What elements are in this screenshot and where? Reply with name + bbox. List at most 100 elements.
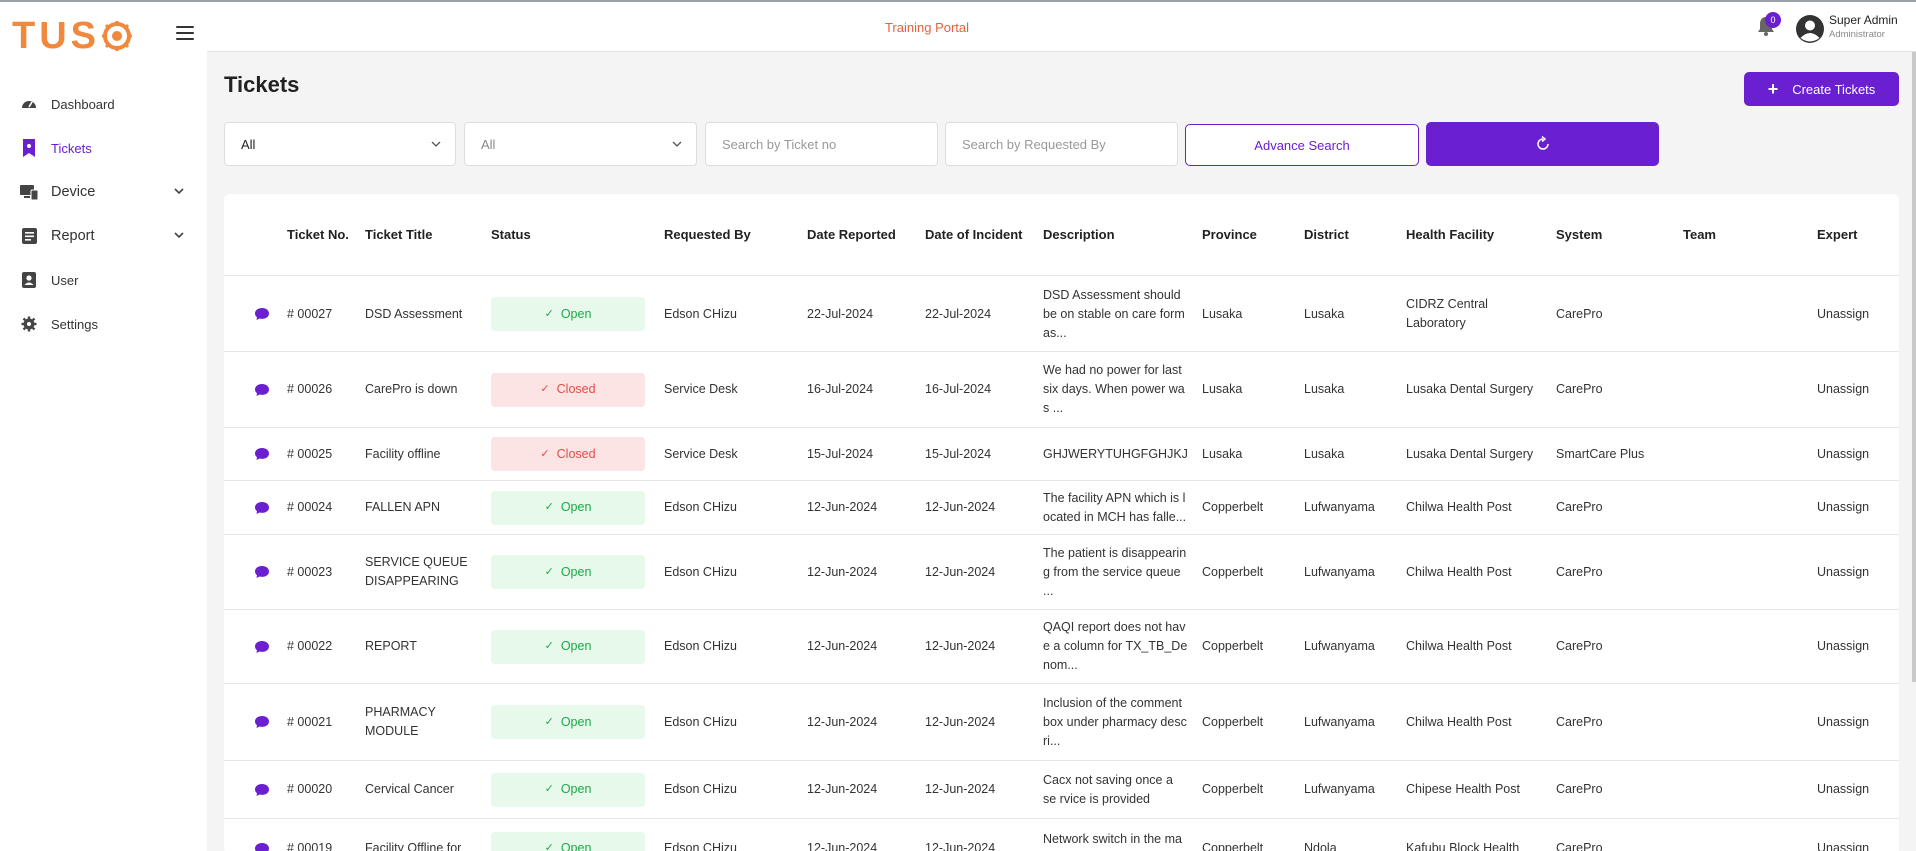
chat-icon[interactable] (254, 782, 270, 798)
table-row[interactable]: # 00021 PHARMACY MODULE ✓ Open Edson CHizu 12… (224, 684, 1899, 761)
chat-icon[interactable] (254, 306, 270, 322)
date-reported-cell: 12-Jun-2024 (807, 481, 917, 534)
sidebar-item-settings[interactable]: Settings (0, 302, 207, 346)
expert-cell-text: Unassign (1817, 500, 1870, 514)
refresh-button[interactable] (1426, 122, 1659, 166)
sidebar-item-user[interactable]: User (0, 258, 207, 302)
date-incident-cell-text: 12-Jun-2024 (925, 841, 996, 851)
table-row[interactable]: # 00022 REPORT ✓ Open Edson CHizu 12-Jun-2024… (224, 610, 1899, 684)
page-title: Tickets (224, 72, 300, 97)
sidebar-item-report[interactable]: Report (0, 214, 207, 258)
date-reported-cell: 15-Jul-2024 (807, 428, 917, 480)
sidebar-item-label: Device (51, 184, 96, 200)
notification-badge: 0 (1765, 12, 1781, 28)
ticket-no-cell-text: # 00019 (287, 841, 333, 851)
expert-cell: Unassign (1817, 428, 1897, 480)
table-row[interactable]: # 00027 DSD Assessment ✓ Open Edson CHizu 22-… (224, 277, 1899, 352)
district-cell: Lufwanyama (1304, 684, 1399, 760)
advance-search-button[interactable]: Advance Search (1185, 124, 1419, 166)
table-row[interactable]: # 00025 Facility offline ✓ Closed Service De… (224, 428, 1899, 481)
chevron-down-icon[interactable] (173, 229, 185, 241)
district-cell-text: Lufwanyama (1304, 564, 1375, 579)
status-label: Open (560, 306, 592, 321)
column-header: Ticket Title (365, 227, 433, 242)
system-cell: SmartCare Plus (1556, 428, 1676, 480)
portal-title: Training Portal (884, 20, 970, 35)
health-facility-cell-text: Chilwa Health Post (1406, 500, 1512, 514)
device-icon (20, 183, 38, 201)
status-filter-select[interactable]: All (224, 122, 456, 166)
ticket-no-cell-text: # 00021 (287, 714, 333, 729)
table-row[interactable]: # 00019 Facility Offline for ✓ Open Edson CH… (224, 819, 1899, 851)
column-header: Health Facility (1406, 227, 1495, 242)
category-filter-select[interactable]: All (464, 122, 697, 166)
status-cell: ✓ Open (491, 761, 651, 818)
sidebar-item-label: User (51, 272, 79, 288)
team-cell (1683, 428, 1808, 480)
health-facility-cell-text: Chilwa Health Post (1406, 639, 1512, 653)
chat-icon[interactable] (254, 382, 270, 398)
date-incident-cell: 12-Jun-2024 (925, 684, 1035, 760)
system-cell: CarePro (1556, 819, 1676, 851)
chat-icon[interactable] (254, 639, 270, 655)
system-cell-text: CarePro (1556, 382, 1603, 396)
description-cell-text: Inclusion of the comment box under pharm… (1043, 695, 1187, 748)
health-facility-cell-text: Chilwa Health Post (1406, 564, 1512, 579)
sidebar-item-dashboard[interactable]: Dashboard (0, 82, 207, 126)
logo-text: TUS (12, 15, 100, 57)
logo[interactable]: TUS (12, 16, 132, 56)
table-row[interactable]: # 00020 Cervical Cancer ✓ Open Edson CHizu 12… (224, 761, 1899, 819)
ticket-no-search-input[interactable]: Search by Ticket no (705, 122, 938, 166)
ticket-title-cell-text: Facility Offline for (365, 841, 462, 851)
status-label: Open (560, 782, 592, 796)
ticket-title-cell: Facility Offline for (365, 819, 485, 851)
chat-icon[interactable] (254, 841, 270, 851)
avatar[interactable] (1795, 14, 1825, 44)
requested-by-cell: Edson CHizu (664, 684, 799, 760)
plus-icon: + (1767, 79, 1779, 99)
district-cell: Lufwanyama (1304, 761, 1399, 818)
sidebar-item-tickets[interactable]: Tickets (0, 126, 207, 170)
table-row[interactable]: # 00024 FALLEN APN ✓ Open Edson CHizu 12-Jun-… (224, 481, 1899, 535)
sidebar-nav: Dashboard Tickets Device Report (0, 82, 207, 346)
date-reported-cell-text: 16-Jul-2024 (807, 382, 874, 396)
hamburger-menu-icon[interactable] (176, 26, 194, 40)
status-label: Closed (556, 382, 596, 396)
status-badge: ✓ Open (491, 490, 645, 525)
chat-icon[interactable] (254, 714, 270, 730)
date-reported-cell: 12-Jun-2024 (807, 535, 917, 609)
status-badge: ✓ Open (491, 705, 645, 739)
page-scrollbar[interactable] (1912, 52, 1916, 682)
description-cell: GHJWERYTUHGFGHJKJ (1043, 428, 1188, 480)
chat-icon[interactable] (254, 564, 270, 580)
description-cell: The patient is disappearin g from the se… (1043, 535, 1188, 609)
system-cell-text: CarePro (1556, 639, 1603, 653)
health-facility-cell-text: Lusaka Dental Surgery (1406, 446, 1534, 461)
district-cell-text: Lufwanyama (1304, 782, 1375, 796)
chevron-down-icon[interactable] (173, 185, 185, 197)
requested-by-cell-text: Edson CHizu (664, 639, 737, 653)
date-reported-cell: 22-Jul-2024 (807, 277, 917, 351)
province-cell-text: Lusaka (1202, 306, 1243, 321)
sidebar-item-device[interactable]: Device (0, 170, 207, 214)
table-row[interactable]: # 00023 SERVICE QUEUE DISAPPEARING ✓ Open Ed… (224, 535, 1899, 610)
chat-icon[interactable] (254, 446, 270, 462)
chat-icon[interactable] (254, 500, 270, 516)
ticket-title-cell: DSD Assessment (365, 277, 485, 351)
system-cell: CarePro (1556, 684, 1676, 760)
ticket-title-cell: PHARMACY MODULE (365, 684, 485, 760)
requested-by-search-input[interactable]: Search by Requested By (945, 122, 1178, 166)
ticket-no-cell: # 00025 (287, 428, 357, 480)
province-cell-text: Copperbelt (1202, 564, 1264, 579)
ticket-no-cell: # 00024 (287, 481, 357, 534)
description-cell: We had no power for last six days. When … (1043, 352, 1188, 427)
requested-by-cell-text: Edson CHizu (664, 564, 737, 579)
expert-cell-text: Unassign (1817, 639, 1870, 653)
ticket-title-cell-text: Facility offline (365, 446, 441, 461)
create-tickets-button[interactable]: + Create Tickets (1744, 72, 1899, 106)
health-facility-cell: Lusaka Dental Surgery (1406, 352, 1546, 427)
expert-cell: Unassign (1817, 277, 1897, 351)
date-reported-cell-text: 12-Jun-2024 (807, 841, 878, 851)
chat-cell (254, 481, 270, 534)
table-row[interactable]: # 00026 CarePro is down ✓ Closed Service Des… (224, 352, 1899, 428)
